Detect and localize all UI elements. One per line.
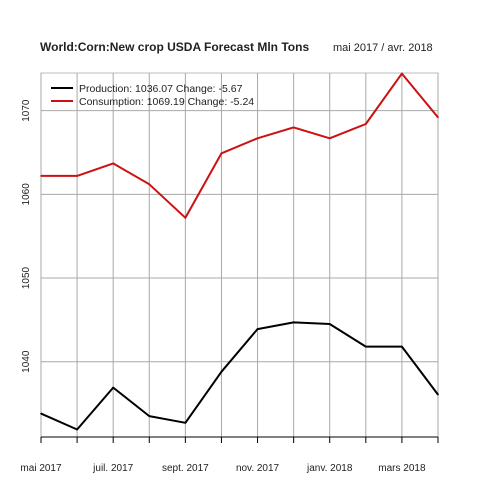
- data-point: [112, 162, 114, 165]
- data-point: [256, 328, 259, 330]
- data-point: [437, 116, 439, 119]
- data-point: [184, 421, 187, 424]
- data-point: [328, 323, 331, 325]
- data-point: [76, 175, 78, 177]
- x-tick-label: mars 2018: [378, 463, 426, 474]
- data-point: [292, 321, 295, 324]
- data-point: [148, 183, 151, 186]
- data-point: [220, 370, 223, 373]
- data-point: [148, 415, 151, 417]
- legend-label: Production: 1036.07 Change: -5.67: [79, 83, 243, 95]
- data-point: [401, 72, 403, 75]
- y-tick-label: 1040: [21, 350, 32, 373]
- x-tick-label: sept. 2017: [162, 463, 209, 474]
- data-point: [184, 216, 187, 219]
- grid: [40, 72, 439, 438]
- x-tick-label: janv. 2018: [306, 463, 353, 474]
- x-tick-label: juil. 2017: [92, 463, 133, 474]
- data-point: [365, 123, 367, 125]
- y-tick-label: 1050: [21, 266, 32, 289]
- data-point: [328, 137, 331, 140]
- chart-title: World:Corn:New crop USDA Forecast Mln To…: [40, 40, 309, 54]
- chart-subtitle: mai 2017 / avr. 2018: [333, 42, 433, 54]
- legend: Production: 1036.07 Change: -5.67Consump…: [51, 83, 254, 108]
- data-point: [40, 175, 42, 177]
- series-line-consumption: [41, 72, 439, 219]
- data-point: [256, 137, 259, 140]
- y-tick-label: 1070: [21, 99, 32, 122]
- data-point: [401, 345, 403, 348]
- data-point: [40, 412, 42, 415]
- data-point: [112, 386, 114, 389]
- x-tick-label: nov. 2017: [236, 463, 280, 474]
- data-point: [437, 393, 439, 396]
- data-point: [76, 428, 78, 431]
- plot-border: [40, 72, 439, 438]
- data-point: [292, 126, 295, 129]
- axes: 1040 1050 1060 1070 mai 2017 juil. 2017 sept. …: [20, 99, 439, 474]
- legend-label: Consumption: 1069.19 Change: -5.24: [79, 96, 254, 108]
- y-tick-label: 1060: [21, 183, 32, 206]
- series-line-production: [40, 321, 439, 431]
- data-point: [220, 152, 223, 155]
- x-tick-label: mai 2017: [20, 463, 62, 474]
- series-lines: [40, 72, 439, 431]
- data-point: [365, 345, 367, 348]
